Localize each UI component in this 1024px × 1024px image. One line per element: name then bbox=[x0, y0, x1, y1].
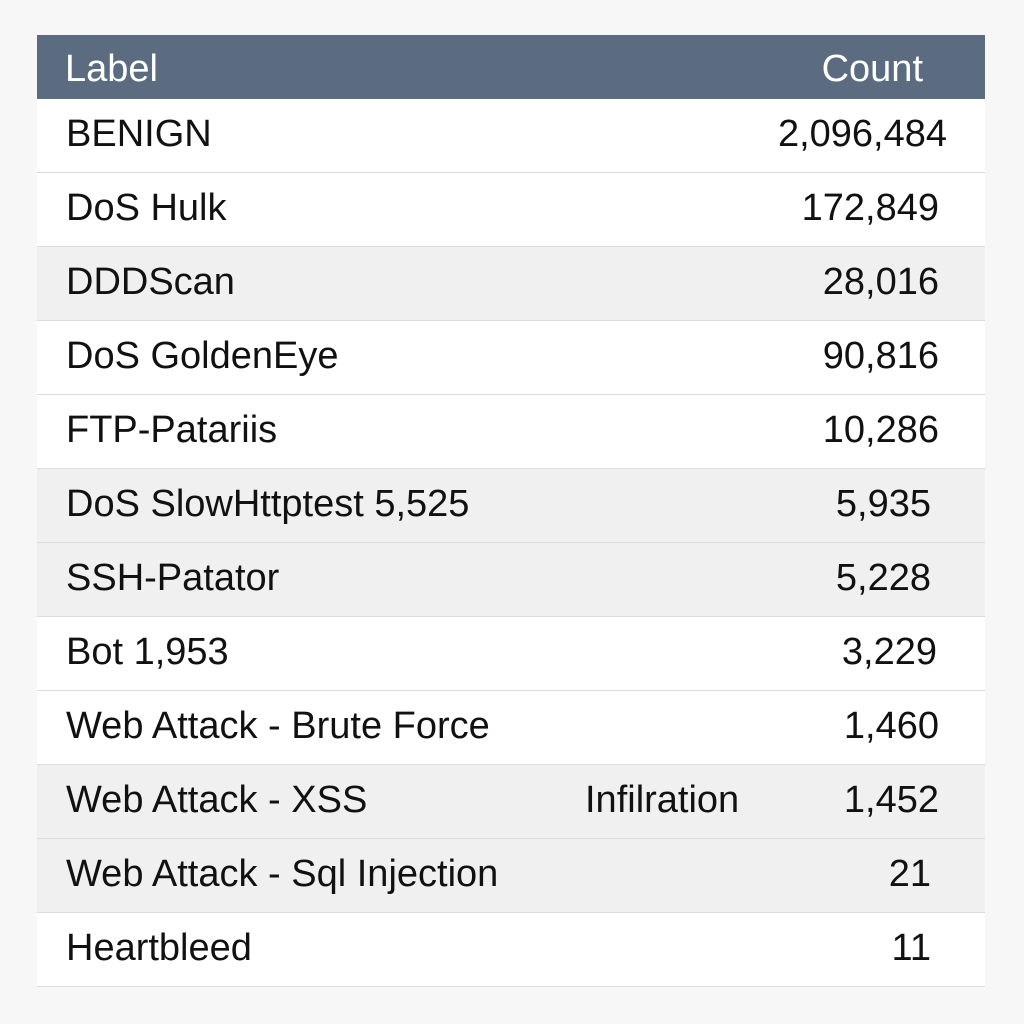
row-label: BENIGN bbox=[66, 113, 212, 155]
table-row: BENIGN 2,096,484 bbox=[37, 99, 985, 173]
row-count: 2,096,484 bbox=[777, 113, 947, 155]
table-row: DoS GoldenEye 90,816 bbox=[37, 321, 985, 395]
table-row: Bot 1,953 3,229 bbox=[37, 617, 985, 691]
row-label: Web Attack - Sql Injection bbox=[66, 853, 499, 895]
row-label: FTP-Patariis bbox=[66, 409, 278, 451]
header-count: Count bbox=[821, 48, 923, 90]
row-count: 5,935 bbox=[835, 483, 931, 525]
label-count-table: Label Count BENIGN 2,096,484 DoS Hulk 17… bbox=[37, 35, 985, 987]
row-count: 1,452 bbox=[843, 779, 939, 821]
row-count: 11 bbox=[891, 927, 931, 969]
row-label: SSH-Patator bbox=[66, 557, 280, 599]
row-count: 21 bbox=[888, 853, 931, 895]
header-label: Label bbox=[65, 48, 158, 90]
table-row: Web Attack - Sql Injection 21 bbox=[37, 839, 985, 913]
table-row: DoS Hulk 172,849 bbox=[37, 173, 985, 247]
table-row: DoS SlowHttptest 5,525 5,935 bbox=[37, 469, 985, 543]
table-row: Heartbleed 11 bbox=[37, 913, 985, 987]
table-header: Label Count bbox=[37, 35, 985, 99]
table-row: Web Attack - XSS Infilration 1,452 bbox=[37, 765, 985, 839]
row-label: Web Attack - XSS bbox=[66, 779, 368, 821]
row-count: 90,816 bbox=[822, 335, 939, 377]
row-label: DoS GoldenEye bbox=[66, 335, 339, 377]
table-row: Web Attack - Brute Force 1,460 bbox=[37, 691, 985, 765]
row-extra-text: Infilration bbox=[585, 779, 740, 821]
row-label: DDDScan bbox=[66, 261, 235, 303]
row-label: DoS SlowHttptest 5,525 bbox=[66, 483, 470, 525]
row-label: Bot 1,953 bbox=[66, 631, 229, 673]
row-count: 10,286 bbox=[822, 409, 939, 451]
row-count: 28,016 bbox=[822, 261, 939, 303]
table-row: FTP-Patariis 10,286 bbox=[37, 395, 985, 469]
row-count: 5,228 bbox=[835, 557, 931, 599]
row-label: Heartbleed bbox=[66, 927, 252, 969]
row-count: 1,460 bbox=[843, 705, 939, 747]
row-label: Web Attack - Brute Force bbox=[66, 705, 490, 747]
row-count: 172,849 bbox=[801, 187, 939, 229]
row-count: 3,229 bbox=[841, 631, 937, 673]
row-label: DoS Hulk bbox=[66, 187, 227, 229]
table-row: DDDScan 28,016 bbox=[37, 247, 985, 321]
table-row: SSH-Patator 5,228 bbox=[37, 543, 985, 617]
